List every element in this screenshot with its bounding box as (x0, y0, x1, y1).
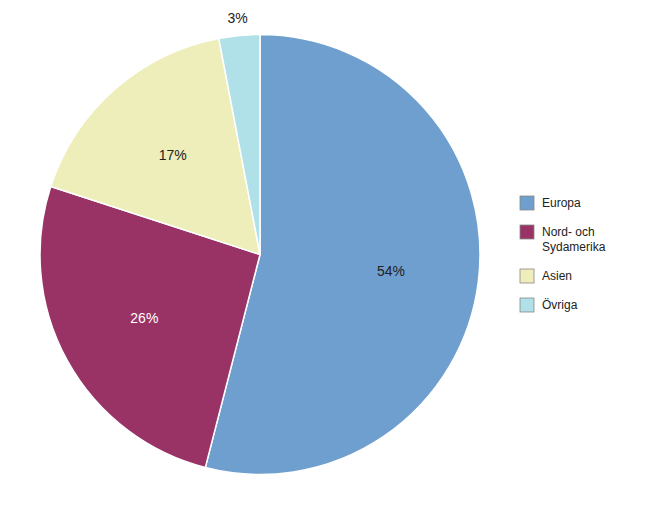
legend-label: Övriga (542, 298, 578, 312)
chart: 54% 26% 17% 3% Europa Nord- ochSydamerika Asie… (0, 0, 650, 509)
legend-label: Europa (542, 196, 581, 210)
pie-slice (219, 35, 260, 255)
legend-swatch (520, 225, 534, 239)
legend-item: Nord- ochSydamerika (520, 225, 606, 254)
data-label: 17% (159, 147, 187, 163)
legend-item: Övriga (520, 298, 578, 312)
legend-swatch (520, 269, 534, 283)
legend-swatch (520, 196, 534, 210)
legend-item: Europa (520, 196, 581, 210)
pie (40, 35, 480, 475)
data-label: 3% (228, 10, 248, 26)
legend-label: Asien (542, 269, 572, 283)
data-label: 54% (377, 263, 405, 279)
legend: Europa Nord- ochSydamerika Asien Övriga (520, 196, 606, 312)
data-labels: 54% 26% 17% 3% (130, 10, 405, 326)
legend-label: Nord- ochSydamerika (542, 225, 606, 254)
data-label: 26% (130, 310, 158, 326)
legend-item: Asien (520, 269, 572, 283)
legend-swatch (520, 298, 534, 312)
